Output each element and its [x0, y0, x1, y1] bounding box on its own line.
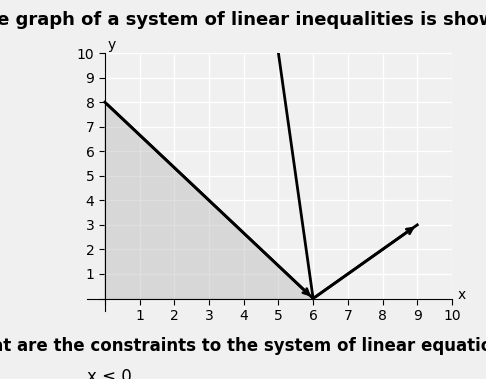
Text: What are the constraints to the system of linear equations?: What are the constraints to the system o…: [0, 337, 486, 355]
Text: x: x: [457, 288, 466, 302]
Text: The graph of a system of linear inequalities is shown.: The graph of a system of linear inequali…: [0, 11, 486, 29]
Text: x ≤ 0: x ≤ 0: [87, 368, 132, 379]
Polygon shape: [105, 102, 313, 299]
Text: y: y: [108, 38, 116, 52]
